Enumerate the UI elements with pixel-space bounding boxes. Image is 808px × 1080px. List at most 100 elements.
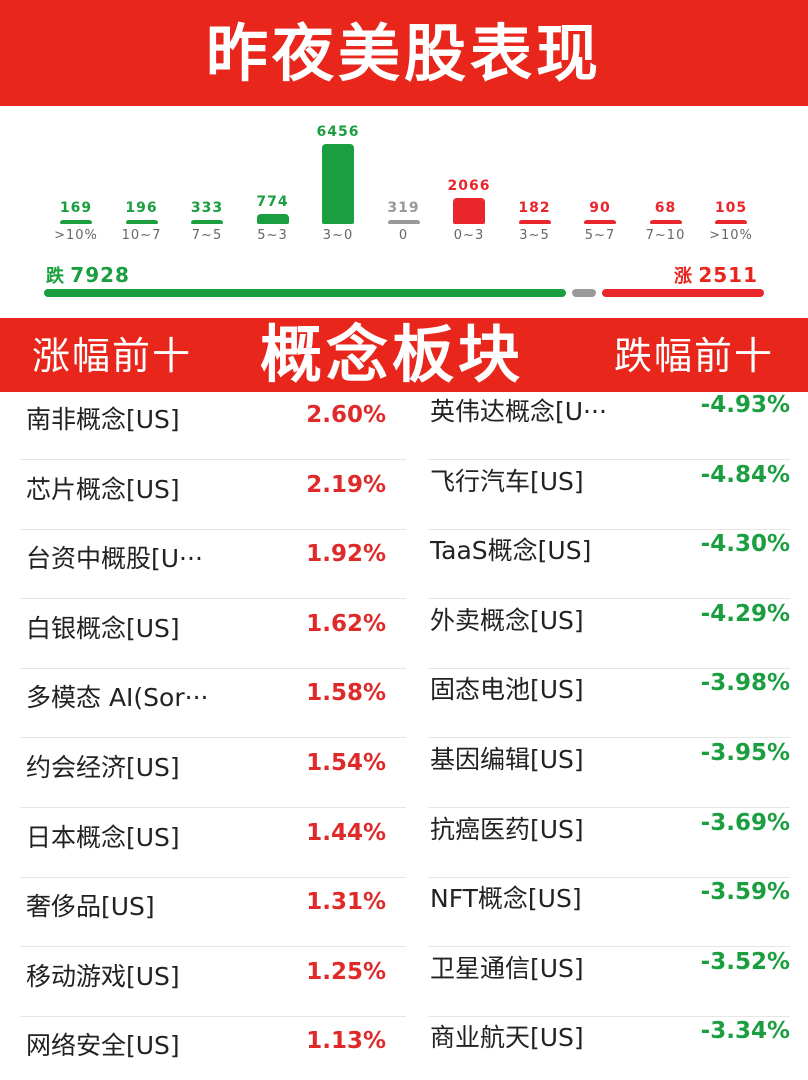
bar-3 xyxy=(256,214,289,224)
sector-name: 基因编辑[US] xyxy=(430,745,584,774)
losers-row: TaaS概念[US] -4.30% xyxy=(414,529,808,600)
sector-name: NFT概念[US] xyxy=(430,884,582,914)
gainers-row: 台资中概股[U··· 1.92% xyxy=(0,529,406,600)
sector-change: 1.44% xyxy=(306,819,386,846)
bar-4 xyxy=(322,144,354,224)
bar-value-9: 68 xyxy=(654,200,677,216)
flat-ratio-bar xyxy=(572,289,596,297)
losers-row: NFT概念[US] -3.59% xyxy=(414,877,808,948)
page-title: 昨夜美股表现 xyxy=(205,17,602,90)
sector-name: 约会经济[US] xyxy=(26,753,180,782)
losers-row: 商业航天[US] -3.34% xyxy=(414,1016,808,1080)
row-divider xyxy=(20,528,406,530)
sector-change: 1.25% xyxy=(306,958,386,985)
bar-2 xyxy=(191,220,223,224)
sector-change: -3.98% xyxy=(700,670,790,697)
bar-value-10: 105 xyxy=(714,200,748,216)
row-divider xyxy=(20,598,406,600)
gainers-row: 日本概念[US] 1.44% xyxy=(0,808,406,878)
row-divider xyxy=(428,667,790,669)
bar-label-0: >10% xyxy=(54,228,98,243)
gainers-row: 多模态 AI(Sor··· 1.58% xyxy=(0,668,406,739)
gainers-title: 涨幅前十 xyxy=(32,334,193,378)
losers-row: 基因编辑[US] -3.95% xyxy=(414,738,808,808)
bar-label-8: 5~7 xyxy=(584,228,616,243)
row-divider xyxy=(20,876,406,878)
fall-summary: 跌 7928 xyxy=(46,262,130,288)
row-divider xyxy=(428,1015,790,1017)
sector-name: 台资中概股[U··· xyxy=(26,544,203,574)
bar-value-7: 182 xyxy=(518,200,551,216)
bar-value-1: 196 xyxy=(125,200,158,216)
losers-row: 固态电池[US] -3.98% xyxy=(414,668,808,739)
row-divider xyxy=(20,807,406,808)
losers-row: 卫星通信[US] -3.52% xyxy=(414,947,808,1017)
sector-change: -3.69% xyxy=(700,809,790,836)
sector-title: 概念板块 xyxy=(259,318,524,391)
rise-label: 涨 xyxy=(674,266,693,287)
sector-change: 2.60% xyxy=(306,402,386,428)
sector-change: -4.30% xyxy=(700,531,790,558)
bar-6 xyxy=(453,198,485,224)
row-divider xyxy=(20,1015,406,1017)
losers-row: 英伟达概念[U··· -4.93% xyxy=(414,390,808,460)
gainers-row: 移动游戏[US] 1.25% xyxy=(0,947,406,1017)
sector-change: 1.58% xyxy=(306,680,386,707)
sector-name: 商业航天[US] xyxy=(430,1023,584,1053)
sector-name: 飞行汽车[US] xyxy=(430,466,584,496)
bar-5 xyxy=(387,220,420,224)
bar-8 xyxy=(584,220,616,224)
distribution-chart: 169 >10% 196 10~7 333 7~5 774 5~3 6456 3~0 319 0 206… xyxy=(22,116,786,310)
bar-value-5: 319 xyxy=(387,200,420,216)
bar-value-3: 774 xyxy=(256,194,289,210)
sector-name: 白银概念[US] xyxy=(26,613,180,643)
bar-7 xyxy=(518,220,551,224)
bar-label-4: 3~0 xyxy=(322,228,354,243)
bar-label-2: 7~5 xyxy=(191,228,223,243)
sector-name: 抗癌医药[US] xyxy=(430,814,584,844)
sector-change: -3.52% xyxy=(700,948,790,975)
losers-title: 跌幅前十 xyxy=(613,334,774,378)
sector-change: -3.34% xyxy=(700,1018,790,1045)
sector-name: 英伟达概念[U··· xyxy=(430,397,607,426)
gainers-row: 网络安全[US] 1.13% xyxy=(0,1016,406,1080)
row-divider xyxy=(428,876,790,878)
row-divider xyxy=(428,807,790,808)
sector-name: 芯片概念[US] xyxy=(26,474,180,504)
sector-name: 多模态 AI(Sor··· xyxy=(26,683,209,713)
sector-change: -4.29% xyxy=(700,600,790,627)
bar-1 xyxy=(125,220,158,224)
row-divider xyxy=(428,737,790,739)
sector-name: TaaS概念[US] xyxy=(430,536,592,566)
sector-change: -4.93% xyxy=(700,392,790,418)
sector-change: 1.54% xyxy=(306,750,386,776)
sector-name: 固态电池[US] xyxy=(430,675,584,705)
rise-summary: 涨 2511 xyxy=(674,262,758,288)
sector-change: -3.95% xyxy=(700,740,790,766)
bar-label-7: 3~5 xyxy=(519,228,550,243)
sector-change: -3.59% xyxy=(700,879,790,906)
sector-change: 1.13% xyxy=(306,1028,386,1055)
bar-label-6: 0~3 xyxy=(453,228,485,243)
gainers-row: 奢侈品[US] 1.31% xyxy=(0,877,406,948)
row-divider xyxy=(428,598,790,600)
sector-name: 日本概念[US] xyxy=(26,822,180,852)
bar-0 xyxy=(60,220,92,224)
sector-name: 奢侈品[US] xyxy=(26,892,155,922)
bar-value-2: 333 xyxy=(190,200,224,216)
bar-10 xyxy=(715,220,747,224)
bar-label-3: 5~3 xyxy=(257,228,288,243)
row-divider xyxy=(428,946,790,948)
gainers-row: 约会经济[US] 1.54% xyxy=(0,738,406,808)
losers-row: 抗癌医药[US] -3.69% xyxy=(414,808,808,878)
gainers-row: 白银概念[US] 1.62% xyxy=(0,599,406,669)
section-banner xyxy=(0,318,808,392)
header-banner xyxy=(0,0,808,106)
row-divider xyxy=(20,459,406,460)
sector-name: 卫星通信[US] xyxy=(430,953,584,983)
gainers-row: 南非概念[US] 2.60% xyxy=(0,390,406,460)
fall-ratio-bar xyxy=(44,289,566,297)
sector-change: -4.84% xyxy=(700,461,790,488)
bar-label-9: 7~10 xyxy=(645,228,686,243)
row-divider xyxy=(20,667,406,669)
